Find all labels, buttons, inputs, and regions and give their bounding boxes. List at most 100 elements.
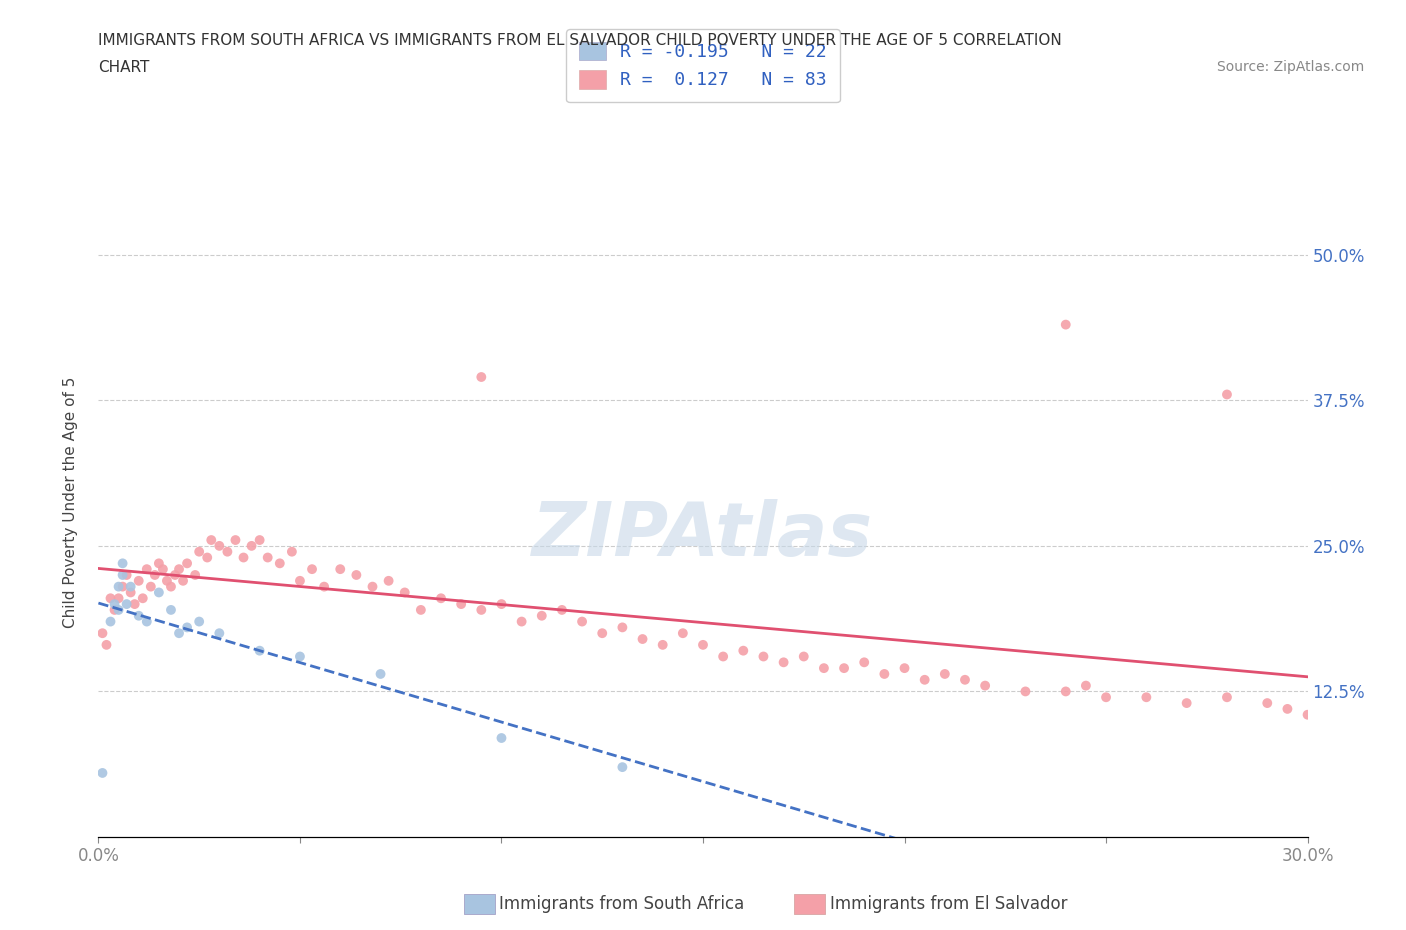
Point [612,760,634,775]
Point [172,574,194,589]
Point [510,614,533,629]
Point [551,603,574,618]
Point [160,603,183,618]
Point [135,562,157,577]
Point [733,644,755,658]
Point [167,562,190,577]
Point [124,597,146,612]
Point [409,603,432,618]
Point [591,626,613,641]
Point [148,556,170,571]
Point [176,620,198,635]
Text: Source: ZipAtlas.com: Source: ZipAtlas.com [1216,60,1364,74]
Point [240,538,263,553]
Point [832,660,855,675]
Point [1175,696,1198,711]
Text: Immigrants from El Salvador: Immigrants from El Salvador [830,895,1067,913]
Point [813,660,835,675]
Point [163,567,186,582]
Point [711,649,734,664]
Point [1216,690,1239,705]
Point [772,655,794,670]
Point [1014,684,1036,698]
Point [430,591,453,605]
Point [394,585,416,600]
Point [344,567,367,582]
Y-axis label: Child Poverty Under the Age of 5: Child Poverty Under the Age of 5 [63,377,77,628]
Point [232,550,254,565]
Point [893,660,915,675]
Point [160,579,183,594]
Point [450,597,472,612]
Point [934,667,956,682]
Point [361,579,384,594]
Point [651,637,673,652]
Point [107,591,129,605]
Point [135,614,157,629]
Point [612,620,634,635]
Point [111,579,134,594]
Text: ZIPAtlas: ZIPAtlas [533,499,873,572]
Point [111,556,134,571]
Point [470,369,492,384]
Point [329,562,352,577]
Point [281,544,304,559]
Text: IMMIGRANTS FROM SOUTH AFRICA VS IMMIGRANTS FROM EL SALVADOR CHILD POVERTY UNDER : IMMIGRANTS FROM SOUTH AFRICA VS IMMIGRAN… [98,33,1062,47]
Point [249,533,271,548]
Point [195,550,218,565]
Point [301,562,323,577]
Point [1054,317,1077,332]
Point [914,672,936,687]
Point [793,649,815,664]
Point [188,544,211,559]
Point [692,637,714,652]
Point [115,567,138,582]
Legend: R = -0.195   N = 22, R =  0.127   N = 83: R = -0.195 N = 22, R = 0.127 N = 83 [567,29,839,102]
Point [91,765,114,780]
Point [571,614,593,629]
Point [269,556,291,571]
Point [120,579,142,594]
Point [128,608,150,623]
Point [491,731,513,746]
Point [974,678,997,693]
Point [188,614,211,629]
Point [314,579,336,594]
Point [176,556,198,571]
Point [107,579,129,594]
Point [249,644,271,658]
Point [208,626,231,641]
Point [139,579,162,594]
Point [208,538,231,553]
Point [256,550,278,565]
Point [1074,678,1097,693]
Point [873,667,896,682]
Point [107,603,129,618]
Point [103,597,125,612]
Point [100,591,122,605]
Point [370,667,392,682]
Point [132,591,155,605]
Point [120,585,142,600]
Point [100,614,122,629]
Point [491,597,513,612]
Point [1216,387,1239,402]
Point [1054,684,1077,698]
Point [152,562,174,577]
Point [184,567,207,582]
Text: Immigrants from South Africa: Immigrants from South Africa [499,895,744,913]
Point [96,637,118,652]
Point [148,585,170,600]
Point [156,574,179,589]
Point [91,626,114,641]
Point [111,567,134,582]
Point [167,626,190,641]
Point [953,672,976,687]
Point [1095,690,1118,705]
Point [752,649,775,664]
Point [853,655,876,670]
Point [224,533,246,548]
Point [470,603,492,618]
Text: CHART: CHART [98,60,150,75]
Point [128,574,150,589]
